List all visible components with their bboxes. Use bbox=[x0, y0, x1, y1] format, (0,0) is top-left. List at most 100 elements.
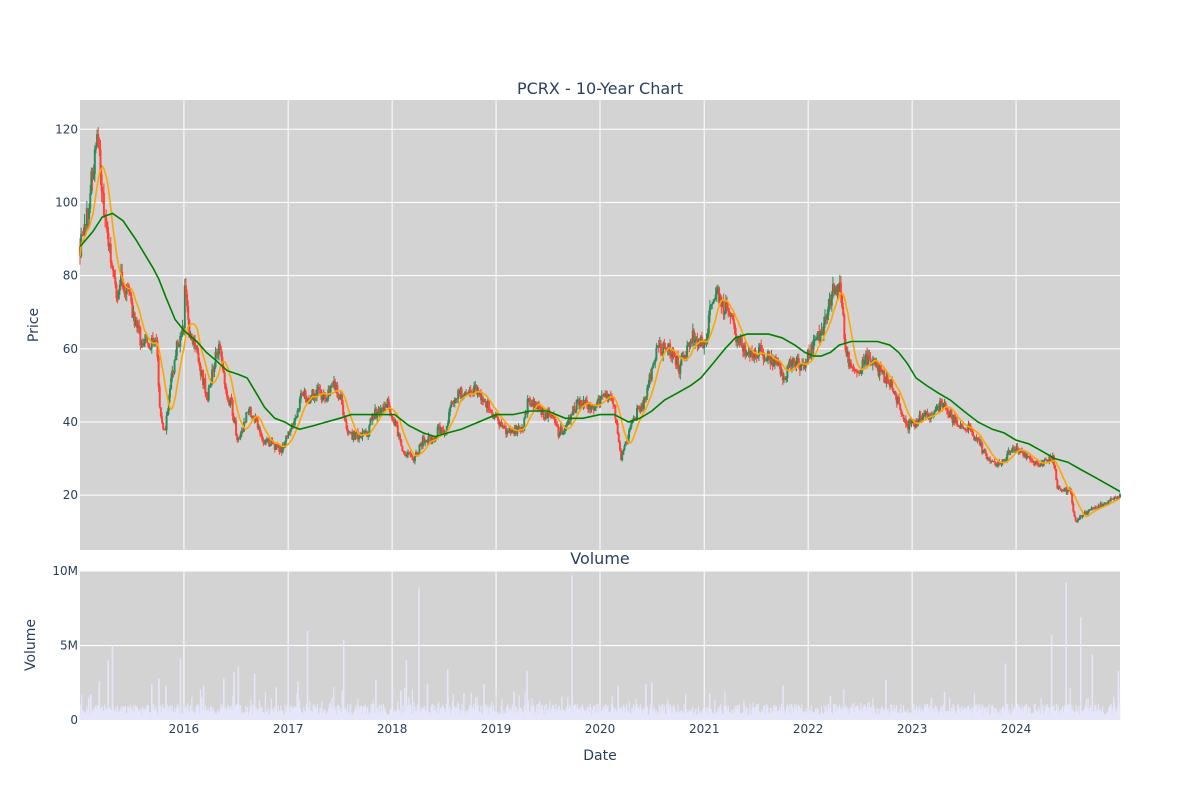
volume-bar bbox=[488, 706, 490, 720]
candle-body bbox=[718, 287, 721, 303]
candle-body bbox=[965, 429, 968, 431]
volume-bar bbox=[1090, 705, 1092, 720]
candle-body bbox=[318, 386, 321, 390]
volume-bar bbox=[316, 709, 318, 720]
volume-bar bbox=[321, 701, 323, 720]
candle-body bbox=[567, 417, 570, 424]
volume-bar bbox=[750, 714, 753, 720]
candle-body bbox=[139, 327, 142, 346]
candle-body bbox=[489, 409, 492, 411]
candle-body bbox=[888, 383, 891, 387]
volume-bar bbox=[351, 712, 353, 720]
candle-body bbox=[459, 388, 462, 394]
volume-bar bbox=[871, 713, 873, 720]
volume-bar bbox=[319, 708, 321, 720]
candle-body bbox=[933, 411, 936, 416]
volume-bar bbox=[1055, 703, 1058, 720]
volume-bar bbox=[912, 714, 914, 720]
price-y-tick-label: 20 bbox=[63, 488, 78, 502]
volume-bar bbox=[269, 709, 272, 720]
candle-body bbox=[1097, 505, 1100, 508]
volume-bar bbox=[152, 708, 154, 720]
volume-bar bbox=[222, 704, 224, 720]
volume-bar bbox=[105, 710, 108, 720]
candle-body bbox=[962, 427, 965, 429]
volume-bar bbox=[652, 710, 654, 720]
volume-bar bbox=[711, 712, 713, 720]
volume-bar bbox=[1046, 704, 1048, 720]
candle-body bbox=[555, 422, 558, 426]
volume-bar bbox=[825, 705, 827, 720]
volume-bar bbox=[452, 694, 454, 720]
volume-bar bbox=[1000, 714, 1002, 720]
candle-body bbox=[667, 343, 670, 350]
candle-body bbox=[913, 425, 916, 428]
volume-bar bbox=[1073, 712, 1076, 720]
volume-bar bbox=[549, 700, 551, 720]
volume-bar bbox=[628, 700, 630, 720]
candle-body bbox=[640, 403, 643, 412]
candle-body bbox=[707, 315, 710, 334]
volume-bar bbox=[908, 712, 910, 720]
candle-body bbox=[1077, 518, 1080, 520]
candle-body bbox=[885, 376, 888, 383]
volume-bar bbox=[932, 708, 935, 720]
volume-bar bbox=[656, 712, 659, 720]
volume-spike-bar bbox=[651, 682, 653, 720]
volume-bar bbox=[111, 710, 113, 720]
candle-body bbox=[762, 353, 765, 360]
volume-bar bbox=[946, 710, 948, 720]
candle-body bbox=[1065, 488, 1068, 493]
candle-body bbox=[145, 339, 148, 341]
candle-body bbox=[604, 393, 607, 398]
volume-bar bbox=[292, 708, 295, 720]
candle-body bbox=[867, 355, 870, 365]
volume-bar bbox=[926, 704, 928, 720]
candle-body bbox=[285, 435, 288, 442]
candle-body bbox=[637, 405, 640, 408]
volume-bar bbox=[664, 713, 666, 720]
candle-body bbox=[823, 316, 826, 324]
candle-body bbox=[839, 282, 842, 296]
candle-body bbox=[759, 345, 762, 347]
volume-bar bbox=[247, 714, 249, 720]
candle-body bbox=[674, 356, 677, 365]
volume-bar bbox=[369, 714, 372, 720]
candle-body bbox=[1005, 459, 1008, 461]
candle-body bbox=[279, 447, 282, 453]
candle-body bbox=[1115, 497, 1118, 499]
volume-bar bbox=[1072, 709, 1074, 720]
candle-body bbox=[172, 370, 175, 373]
volume-bar bbox=[1108, 706, 1111, 720]
volume-bar bbox=[411, 688, 413, 720]
volume-bar bbox=[559, 709, 561, 720]
candle-body bbox=[739, 337, 742, 343]
volume-bar bbox=[476, 697, 478, 720]
volume-spike-bar bbox=[708, 693, 711, 720]
volume-bar bbox=[216, 714, 218, 720]
volume-bar bbox=[380, 705, 383, 720]
volume-bar bbox=[349, 705, 351, 720]
volume-bar bbox=[79, 713, 81, 720]
candle-body bbox=[155, 340, 158, 342]
candle-body bbox=[956, 420, 959, 426]
short-moving-average-line bbox=[79, 165, 1121, 518]
candle-body bbox=[230, 397, 233, 401]
volume-spike-bar bbox=[571, 575, 573, 720]
candle-body bbox=[878, 365, 881, 376]
volume-bar bbox=[1113, 702, 1116, 720]
candle-body bbox=[464, 392, 467, 396]
volume-bar bbox=[591, 714, 593, 720]
candle-body bbox=[1016, 446, 1019, 448]
volume-bar bbox=[831, 711, 833, 720]
volume-bar bbox=[1116, 707, 1118, 720]
candle-body bbox=[1031, 459, 1034, 461]
volume-bar bbox=[336, 706, 338, 720]
volume-bar bbox=[470, 692, 472, 720]
volume-bar bbox=[1088, 710, 1090, 720]
candle-body bbox=[539, 407, 542, 409]
volume-bar bbox=[174, 707, 176, 720]
volume-bar bbox=[961, 709, 964, 720]
volume-spike-bar bbox=[223, 678, 225, 720]
volume-bar bbox=[316, 704, 319, 720]
